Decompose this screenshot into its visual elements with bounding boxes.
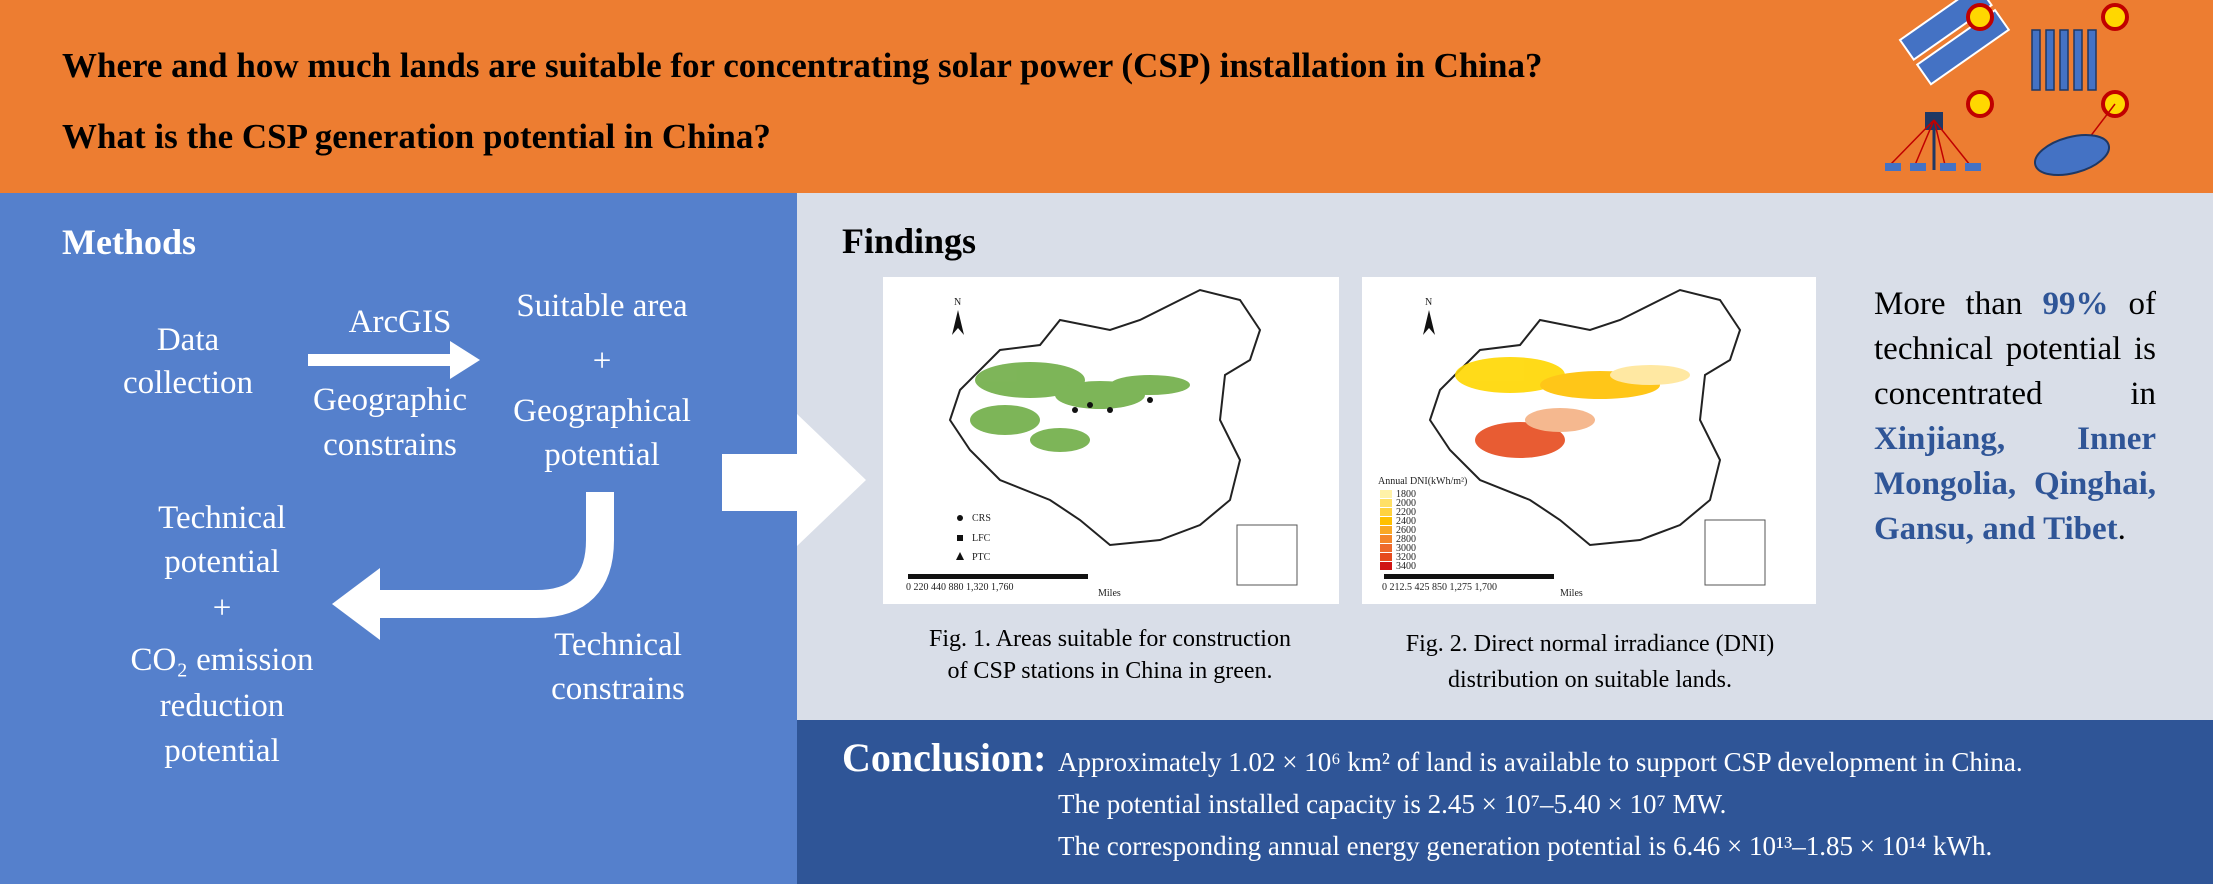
step-label: Data (157, 322, 220, 358)
legend-label: 2600 (1396, 525, 1416, 536)
methods-panel (0, 193, 797, 884)
north-label: N (1425, 297, 1432, 308)
conclusion-line: Approximately 1.02 × 10⁶ km² of land is … (1058, 747, 2023, 777)
step-label: constrains (323, 427, 457, 463)
legend-swatch (1380, 562, 1392, 570)
arrow-head (332, 568, 380, 640)
step-label: Geographical (513, 393, 691, 429)
step-label: potential (164, 544, 279, 580)
legend-swatch (1380, 508, 1392, 516)
figure-1: N CRS LFC PTC 0 220 440 880 1,320 1,760 … (883, 277, 1339, 604)
legend-title: Annual DNI(kWh/m²) (1378, 476, 1467, 487)
legend-label: 2400 (1396, 516, 1416, 527)
legend-swatch (1380, 490, 1392, 498)
figure-caption: Fig. 1. Areas suitable for construction (929, 626, 1291, 652)
section-title: Methods (62, 222, 196, 262)
finding-statement: More than 99% of technical potential is … (1874, 282, 2156, 552)
legend-label: 3200 (1396, 552, 1416, 563)
step-label: CO₂ emission (131, 642, 314, 678)
question: What is the CSP generation potential in … (62, 117, 771, 156)
legend-label: PTC (972, 552, 991, 563)
step-label: ArcGIS (349, 304, 452, 340)
legend-label: 1800 (1396, 489, 1416, 500)
arrow (372, 492, 614, 618)
legend-label: 3400 (1396, 561, 1416, 572)
legend-swatch (1380, 499, 1392, 507)
step-label: collection (123, 365, 253, 401)
scale-unit: Miles (1560, 588, 1583, 599)
conclusion-panel (797, 720, 2213, 884)
csp-icons (1885, 0, 2129, 176)
step-label: Suitable area (516, 288, 688, 324)
legend-swatch (1380, 535, 1392, 543)
step-label: potential (544, 437, 659, 473)
north-label: N (954, 297, 961, 308)
section-title: Findings (842, 221, 976, 261)
legend-label: 2000 (1396, 498, 1416, 509)
scale-label: 0 220 440 880 1,320 1,760 (906, 582, 1014, 593)
conclusion-title: Conclusion: (842, 735, 1047, 780)
step-label: potential (164, 733, 279, 769)
legend-swatch (1380, 544, 1392, 552)
legend-label: CRS (972, 513, 991, 524)
step-label: reduction (160, 688, 285, 724)
figure-caption: distribution on suitable lands. (1448, 667, 1732, 693)
figure-caption: of CSP stations in China in green. (947, 658, 1272, 684)
big-arrow (722, 414, 866, 546)
header-band (0, 0, 2213, 193)
scale-label: 0 212.5 425 850 1,275 1,700 (1382, 582, 1497, 593)
conclusion-line: The potential installed capacity is 2.45… (1058, 789, 1726, 819)
arrow-head (450, 341, 480, 379)
statement-text: of technical potential is concentrated i… (1874, 286, 2157, 412)
figure-caption: Fig. 2. Direct normal irradiance (DNI) (1406, 631, 1775, 657)
plus: + (213, 590, 232, 626)
legend-label: 2800 (1396, 534, 1416, 545)
legend-swatch (1380, 517, 1392, 525)
statement-text: More than (1874, 286, 2023, 322)
legend-swatch (1380, 526, 1392, 534)
legend-label: 2200 (1396, 507, 1416, 518)
plus: + (593, 343, 612, 379)
step-label: Technical (554, 627, 682, 663)
statement-text: . (2117, 511, 2126, 547)
conclusion-line: The corresponding annual energy generati… (1058, 831, 1992, 861)
legend-label: LFC (972, 533, 991, 544)
statement-regions: Xinjiang, Inner Mongolia, Qinghai, Gansu… (1874, 421, 2156, 547)
legend-swatch (1380, 553, 1392, 561)
question: Where and how much lands are suitable fo… (62, 46, 1543, 85)
step-label: constrains (551, 671, 685, 707)
scale-unit: Miles (1098, 588, 1121, 599)
statement-highlight: 99% (2042, 286, 2109, 322)
step-label: Geographic (313, 382, 467, 418)
step-label: Technical (158, 500, 286, 536)
figure-2: N Annual DNI(kWh/m²) 1800200022002400260… (1362, 277, 1816, 604)
legend-label: 3000 (1396, 543, 1416, 554)
